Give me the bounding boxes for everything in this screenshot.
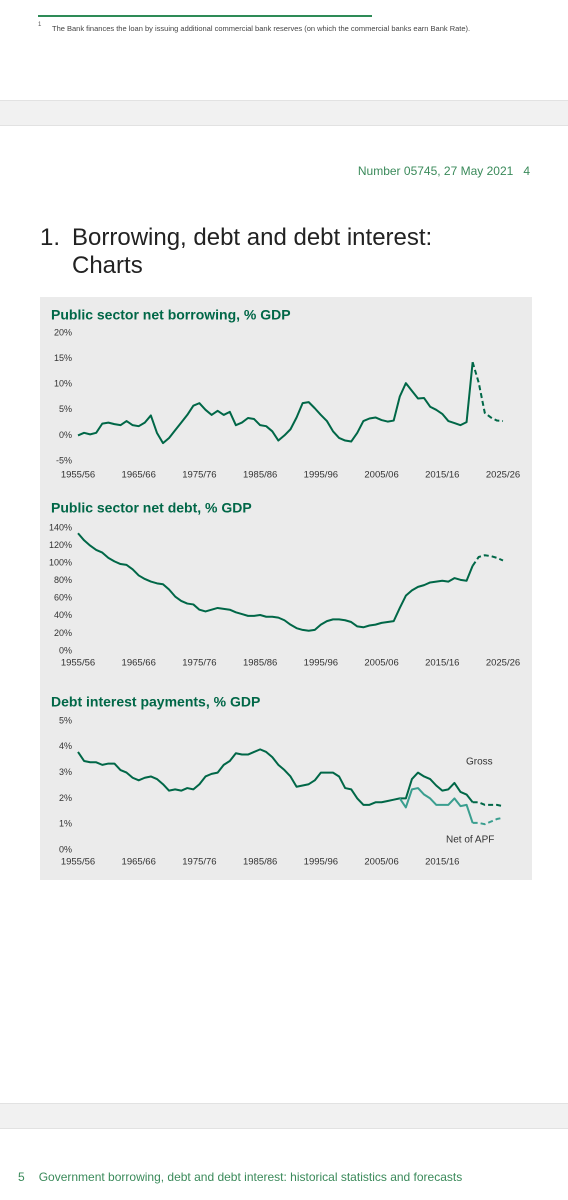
y-tick-label: 60% <box>54 593 72 603</box>
y-tick-label: 1% <box>59 819 72 829</box>
x-tick-label: 1955/56 <box>61 658 95 669</box>
x-tick-label: 1975/76 <box>182 658 216 669</box>
x-tick-label: 2025/26 <box>486 470 520 481</box>
x-tick-label: 2015/16 <box>425 857 459 868</box>
y-tick-label: 5% <box>59 404 72 414</box>
y-tick-label: 0% <box>59 430 72 440</box>
x-tick-label: 1985/86 <box>243 658 277 669</box>
x-tick-label: 2005/06 <box>364 658 398 669</box>
page-gap <box>0 1103 568 1129</box>
x-tick-label: 1995/96 <box>304 470 338 481</box>
y-tick-label: -5% <box>56 455 72 465</box>
x-tick-label: 2015/16 <box>425 470 459 481</box>
x-tick-label: 1965/66 <box>122 857 156 868</box>
series-line <box>77 748 474 806</box>
footnote-marker: 1 <box>38 22 42 28</box>
x-tick-label: 1985/86 <box>243 470 277 481</box>
footnote-rule <box>38 15 372 17</box>
page-number: 4 <box>523 164 530 178</box>
x-tick-label: 1955/56 <box>61 470 95 481</box>
x-tick-label: 1975/76 <box>182 857 216 868</box>
x-tick-label: 1995/96 <box>304 857 338 868</box>
series-label: Net of APF <box>446 835 494 846</box>
footnote-text: The Bank finances the loan by issuing ad… <box>52 24 471 33</box>
y-tick-label: 3% <box>59 767 72 777</box>
x-tick-label: 1985/86 <box>243 857 277 868</box>
y-tick-label: 4% <box>59 741 72 751</box>
series-line <box>471 361 504 423</box>
x-tick-label: 1965/66 <box>122 470 156 481</box>
x-tick-label: 2005/06 <box>364 470 398 481</box>
y-tick-label: 0% <box>59 844 72 854</box>
chart-title: Debt interest payments, % GDP <box>51 694 260 710</box>
section-heading: 1. Borrowing, debt and debt interest: Cha… <box>40 224 492 280</box>
series-line <box>472 801 504 808</box>
x-tick-label: 1975/76 <box>182 470 216 481</box>
page-gap <box>0 100 568 126</box>
x-tick-label: 2025/26 <box>486 658 520 669</box>
page-footer: 5 Government borrowing, debt and debt int… <box>18 1170 476 1184</box>
y-tick-label: 140% <box>49 522 72 532</box>
header-text: Number 05745, 27 May 2021 <box>357 164 514 178</box>
series-line <box>77 362 474 445</box>
footer-text: Government borrowing, debt and debt inte… <box>38 1170 463 1184</box>
y-tick-label: 120% <box>49 540 72 550</box>
x-tick-label: 1955/56 <box>61 857 95 868</box>
chart-title: Public sector net borrowing, % GDP <box>51 307 291 323</box>
heading-title: Borrowing, debt and debt interest: Chart… <box>72 224 433 279</box>
y-tick-label: 10% <box>54 379 72 389</box>
x-tick-label: 2015/16 <box>425 658 459 669</box>
x-tick-label: 1965/66 <box>122 658 156 669</box>
y-tick-label: 2% <box>59 793 72 803</box>
y-tick-label: 80% <box>54 575 72 585</box>
page-header: Number 05745, 27 May 2021 4 <box>348 164 530 178</box>
y-tick-label: 20% <box>54 327 72 337</box>
chart-panel <box>40 297 532 880</box>
y-tick-label: 100% <box>49 558 72 568</box>
y-tick-label: 0% <box>59 645 72 655</box>
y-tick-label: 15% <box>54 353 72 363</box>
series-label: Gross <box>466 757 493 768</box>
series-line <box>471 554 504 567</box>
x-tick-label: 1995/96 <box>304 658 338 669</box>
chart-title: Public sector net debt, % GDP <box>51 500 252 516</box>
series-line <box>77 532 474 632</box>
x-tick-label: 2005/06 <box>364 857 398 868</box>
heading-number: 1. <box>40 224 61 251</box>
y-tick-label: 5% <box>59 715 72 725</box>
footer-page: 5 <box>18 1170 25 1184</box>
y-tick-label: 40% <box>54 610 72 620</box>
y-tick-label: 20% <box>54 628 72 638</box>
series-line <box>398 787 474 824</box>
series-line <box>472 816 504 826</box>
